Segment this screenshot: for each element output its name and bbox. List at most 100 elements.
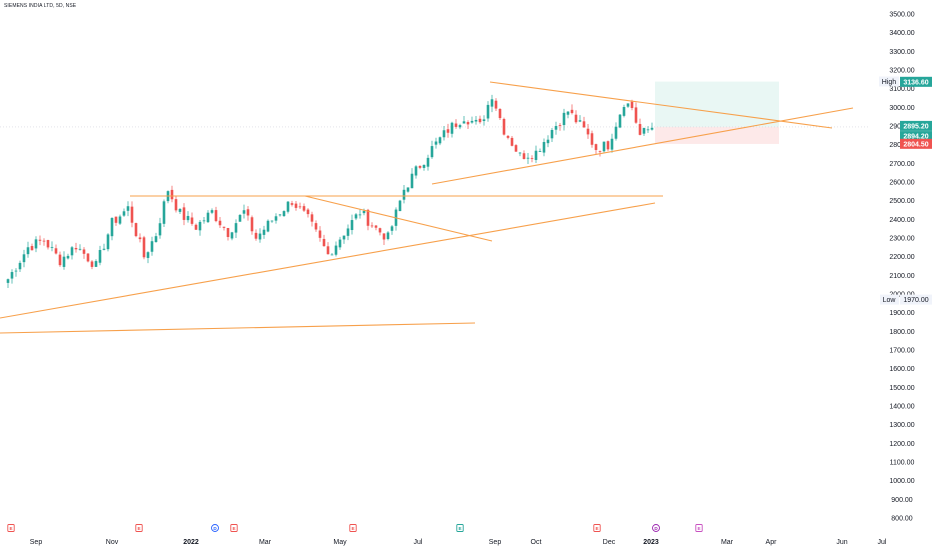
candle-body [82, 249, 86, 254]
candle-body [278, 214, 282, 216]
candle-body [586, 128, 590, 135]
x-tick-label: Jul [414, 539, 423, 546]
event-marker[interactable] [211, 524, 219, 532]
candle-body [26, 247, 30, 255]
event-marker-glyph: E [351, 526, 354, 531]
candle-body [458, 125, 462, 128]
candle-body [350, 220, 354, 231]
candle-body [566, 111, 570, 115]
candle-body [490, 99, 494, 107]
candle-body [398, 200, 402, 212]
candle-body [334, 245, 338, 255]
candle-body [638, 124, 642, 135]
candle-body [270, 220, 274, 222]
y-tick-label: 2500.00 [889, 198, 914, 205]
trend-line-4[interactable] [304, 195, 493, 242]
event-marker[interactable] [349, 524, 357, 532]
low-value: 1970.00 [903, 297, 928, 304]
candle-body [594, 144, 598, 150]
candle-body [542, 142, 546, 153]
candle-body [518, 152, 522, 154]
x-tick-label: Apr [766, 539, 778, 546]
symbol-title: SIEMENS INDIA LTD, 5D, NSE [4, 3, 77, 9]
candle-body [266, 220, 270, 232]
candle-body [118, 216, 122, 224]
trend-line-6[interactable] [489, 81, 833, 129]
candle-body [346, 228, 350, 236]
candle-body [218, 220, 222, 226]
event-marker[interactable] [695, 524, 703, 532]
event-marker[interactable] [456, 524, 464, 532]
candle-body [510, 137, 514, 146]
candle-body [250, 217, 254, 232]
candle-body [354, 214, 358, 219]
trend-line-1[interactable] [0, 202, 656, 319]
event-marker[interactable] [593, 524, 601, 532]
candle-body [314, 223, 318, 230]
candle-body [10, 272, 14, 279]
candle-body [302, 206, 306, 211]
event-marker-glyph: E [9, 526, 12, 531]
candle-body [138, 237, 142, 240]
event-marker-glyph: E [595, 526, 598, 531]
y-tick-label: 1500.00 [889, 385, 914, 392]
candle-body [498, 109, 502, 119]
event-marker[interactable] [652, 524, 660, 532]
candle-body [430, 146, 434, 158]
x-tick-label: May [333, 539, 347, 546]
candle-body [230, 232, 234, 239]
candle-body [338, 239, 342, 248]
y-tick-label: 2600.00 [889, 180, 914, 187]
candle-body [274, 216, 278, 221]
price-tag-label: 3136.60 [903, 79, 928, 86]
candle-body [602, 141, 606, 152]
candle-body [38, 239, 42, 241]
candle-body [422, 164, 426, 168]
event-marker[interactable] [135, 524, 143, 532]
candle-body [58, 254, 62, 266]
y-tick-label: 3200.00 [889, 68, 914, 75]
candle-body [582, 121, 586, 128]
price-tag-label: 2895.20 [903, 123, 928, 130]
y-tick-label: 1900.00 [889, 310, 914, 317]
candle-body [590, 133, 594, 145]
x-tick-label: Oct [531, 539, 542, 546]
price-tag [900, 138, 932, 149]
price-tag [900, 76, 932, 87]
event-marker-glyph: D [654, 526, 658, 531]
candle-body [558, 125, 562, 126]
trend-line-2[interactable] [0, 322, 476, 334]
candle-body [446, 129, 450, 133]
x-tick-label: Sep [489, 539, 502, 546]
candle-body [258, 233, 262, 240]
y-tick-label: 3400.00 [889, 30, 914, 37]
candle-body [514, 145, 518, 152]
candle-body [242, 210, 246, 214]
candle-body [506, 135, 510, 138]
y-tick-label: 900.00 [891, 497, 913, 504]
x-tick-label: Jul [878, 539, 887, 546]
candle-body [162, 201, 166, 224]
candle-body [30, 246, 34, 251]
y-tick-label: 1100.00 [890, 460, 915, 467]
x-tick-label: Nov [106, 539, 119, 546]
candle-body [46, 240, 50, 248]
price-tag-label: 2804.50 [903, 141, 928, 148]
candle-body [434, 141, 438, 145]
y-tick-label: 2300.00 [889, 236, 914, 243]
candle-body [358, 214, 362, 216]
candle-body [426, 157, 430, 167]
y-tick-label: 1800.00 [889, 329, 914, 336]
trend-line-5[interactable] [431, 107, 854, 185]
candle-body [18, 262, 22, 270]
event-marker-glyph: D [213, 526, 217, 531]
candle-body [650, 127, 654, 130]
candle-body [466, 122, 470, 125]
event-marker[interactable] [7, 524, 15, 532]
event-marker[interactable] [230, 524, 238, 532]
x-tick-label: 2022 [183, 539, 199, 546]
candle-body [438, 137, 442, 144]
candle-body [486, 104, 490, 119]
